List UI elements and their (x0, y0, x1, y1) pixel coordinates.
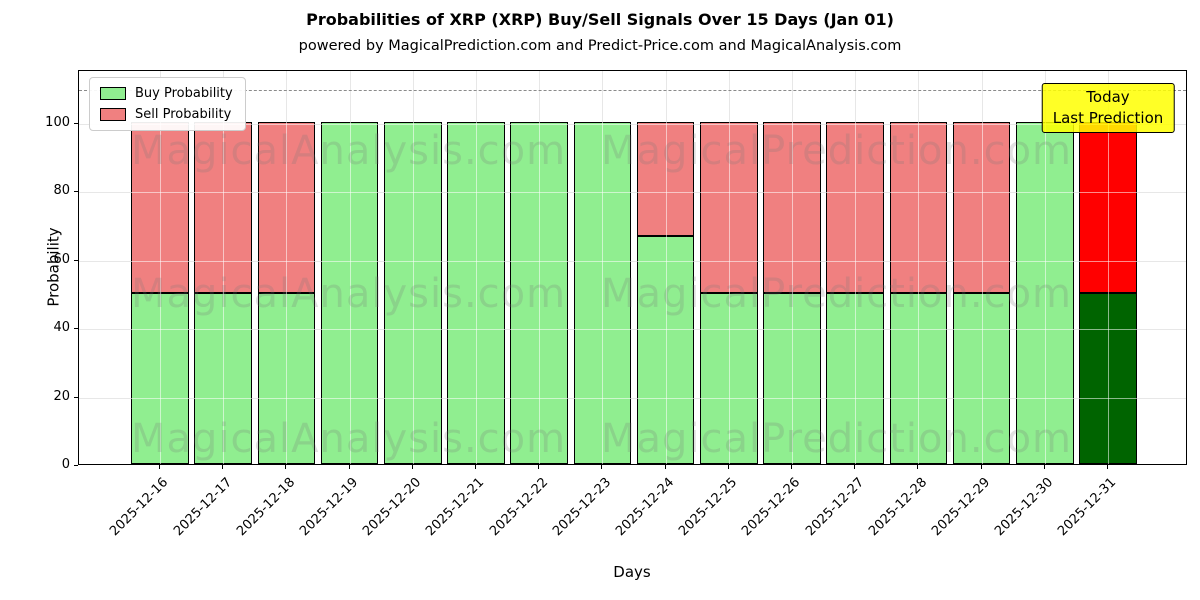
v-gridline-overlay (728, 71, 730, 464)
x-tick-label: 2025-12-19 (297, 475, 362, 540)
v-gridline-overlay (981, 71, 983, 464)
legend-swatch-buy (100, 87, 126, 100)
watermark-text: MagicalAnalysis.com (131, 271, 567, 317)
legend-label-buy: Buy Probability (135, 86, 233, 101)
y-tick-label: 0 (61, 457, 70, 472)
x-tick-mark (538, 465, 540, 469)
x-tick-mark (980, 465, 982, 469)
watermark-text: MagicalPrediction.com (601, 128, 1072, 174)
gridlines-over-layer (79, 71, 1186, 464)
v-gridline-overlay (412, 71, 414, 464)
x-tick-label: 2025-12-29 (929, 475, 994, 540)
v-gridline-overlay (223, 71, 225, 464)
y-tick-label: 60 (53, 251, 70, 267)
v-gridline-overlay (1108, 71, 1109, 464)
y-tick-label: 100 (45, 115, 70, 130)
x-axis-label: Days (613, 563, 651, 581)
h-gridline-overlay (79, 260, 1186, 262)
x-tick-label: 2025-12-22 (486, 475, 551, 540)
watermark-layer: MagicalAnalysis.com MagicalPrediction.com… (79, 71, 1186, 464)
x-tick-mark (664, 465, 666, 469)
x-tick-label: 2025-12-27 (802, 475, 867, 540)
watermark-text: MagicalPrediction.com (601, 416, 1072, 462)
x-tick-mark (222, 465, 224, 469)
x-tick-mark (411, 465, 413, 469)
y-tick-mark (74, 328, 78, 330)
watermark-text: MagicalPrediction.com (601, 271, 1072, 317)
x-tick-label: 2025-12-25 (676, 475, 741, 540)
y-tick-label: 80 (53, 183, 70, 199)
legend-row-buy: Buy Probability (100, 86, 233, 101)
chart-title: Probabilities of XRP (XRP) Buy/Sell Sign… (306, 10, 894, 29)
today-annotation-line2: Last Prediction (1052, 109, 1164, 127)
x-tick-mark (854, 465, 856, 469)
v-gridline-overlay (539, 71, 541, 464)
plot-area: MagicalAnalysis.com MagicalPrediction.com… (78, 70, 1187, 465)
v-gridline-overlay (349, 71, 351, 464)
x-tick-mark (348, 465, 350, 469)
x-tick-mark (1043, 465, 1045, 469)
y-tick-mark (74, 396, 78, 398)
watermark-text: MagicalAnalysis.com (131, 416, 567, 462)
chart-legend: Buy Probability Sell Probability (89, 77, 246, 131)
h-gridline-overlay (79, 329, 1186, 331)
x-tick-label: 2025-12-26 (739, 475, 804, 540)
x-tick-mark (1107, 465, 1108, 469)
x-tick-label: 2025-12-16 (107, 475, 172, 540)
y-tick-mark (74, 259, 78, 261)
h-gridline-overlay (79, 124, 1186, 125)
watermark-text: MagicalAnalysis.com (131, 128, 567, 174)
x-tick-label: 2025-12-30 (992, 475, 1057, 540)
y-tick-label: 40 (53, 320, 70, 336)
v-gridline-overlay (286, 71, 288, 464)
x-tick-mark (727, 465, 729, 469)
legend-row-sell: Sell Probability (100, 107, 233, 122)
y-tick-mark (74, 191, 78, 193)
v-gridline-overlay (476, 71, 477, 464)
v-gridline-overlay (855, 71, 857, 464)
x-tick-mark (285, 465, 287, 469)
legend-swatch-sell (100, 108, 126, 121)
x-tick-mark (475, 465, 476, 469)
x-tick-label: 2025-12-18 (233, 475, 299, 540)
dashed-reference-line (79, 89, 1186, 91)
y-tick-label: 20 (53, 388, 70, 404)
v-gridline-overlay (665, 71, 667, 464)
x-tick-mark (917, 465, 919, 469)
x-tick-label: 2025-12-23 (549, 475, 615, 540)
x-tick-label: 2025-12-28 (865, 475, 931, 540)
x-tick-mark (601, 465, 603, 469)
x-tick-label: 2025-12-21 (423, 475, 488, 540)
today-annotation: Today Last Prediction (1041, 83, 1175, 133)
h-gridline-overlay (79, 397, 1186, 399)
x-tick-mark (791, 465, 792, 469)
x-tick-mark (159, 465, 160, 469)
x-tick-label: 2025-12-20 (360, 475, 425, 540)
x-tick-label: 2025-12-24 (613, 475, 678, 540)
x-tick-label: 2025-12-31 (1055, 475, 1120, 540)
legend-label-sell: Sell Probability (135, 107, 232, 122)
v-gridline-overlay (602, 71, 604, 464)
v-gridline-overlay (1044, 71, 1046, 464)
y-tick-mark (74, 465, 78, 466)
y-tick-mark (74, 123, 78, 124)
chart-subtitle: powered by MagicalPrediction.com and Pre… (298, 38, 902, 54)
v-gridline-overlay (792, 71, 793, 464)
x-tick-label: 2025-12-17 (170, 475, 235, 540)
v-gridline-overlay (160, 71, 161, 464)
v-gridline-overlay (918, 71, 920, 464)
today-annotation-line1: Today (1086, 88, 1130, 106)
h-gridline-overlay (79, 192, 1186, 194)
